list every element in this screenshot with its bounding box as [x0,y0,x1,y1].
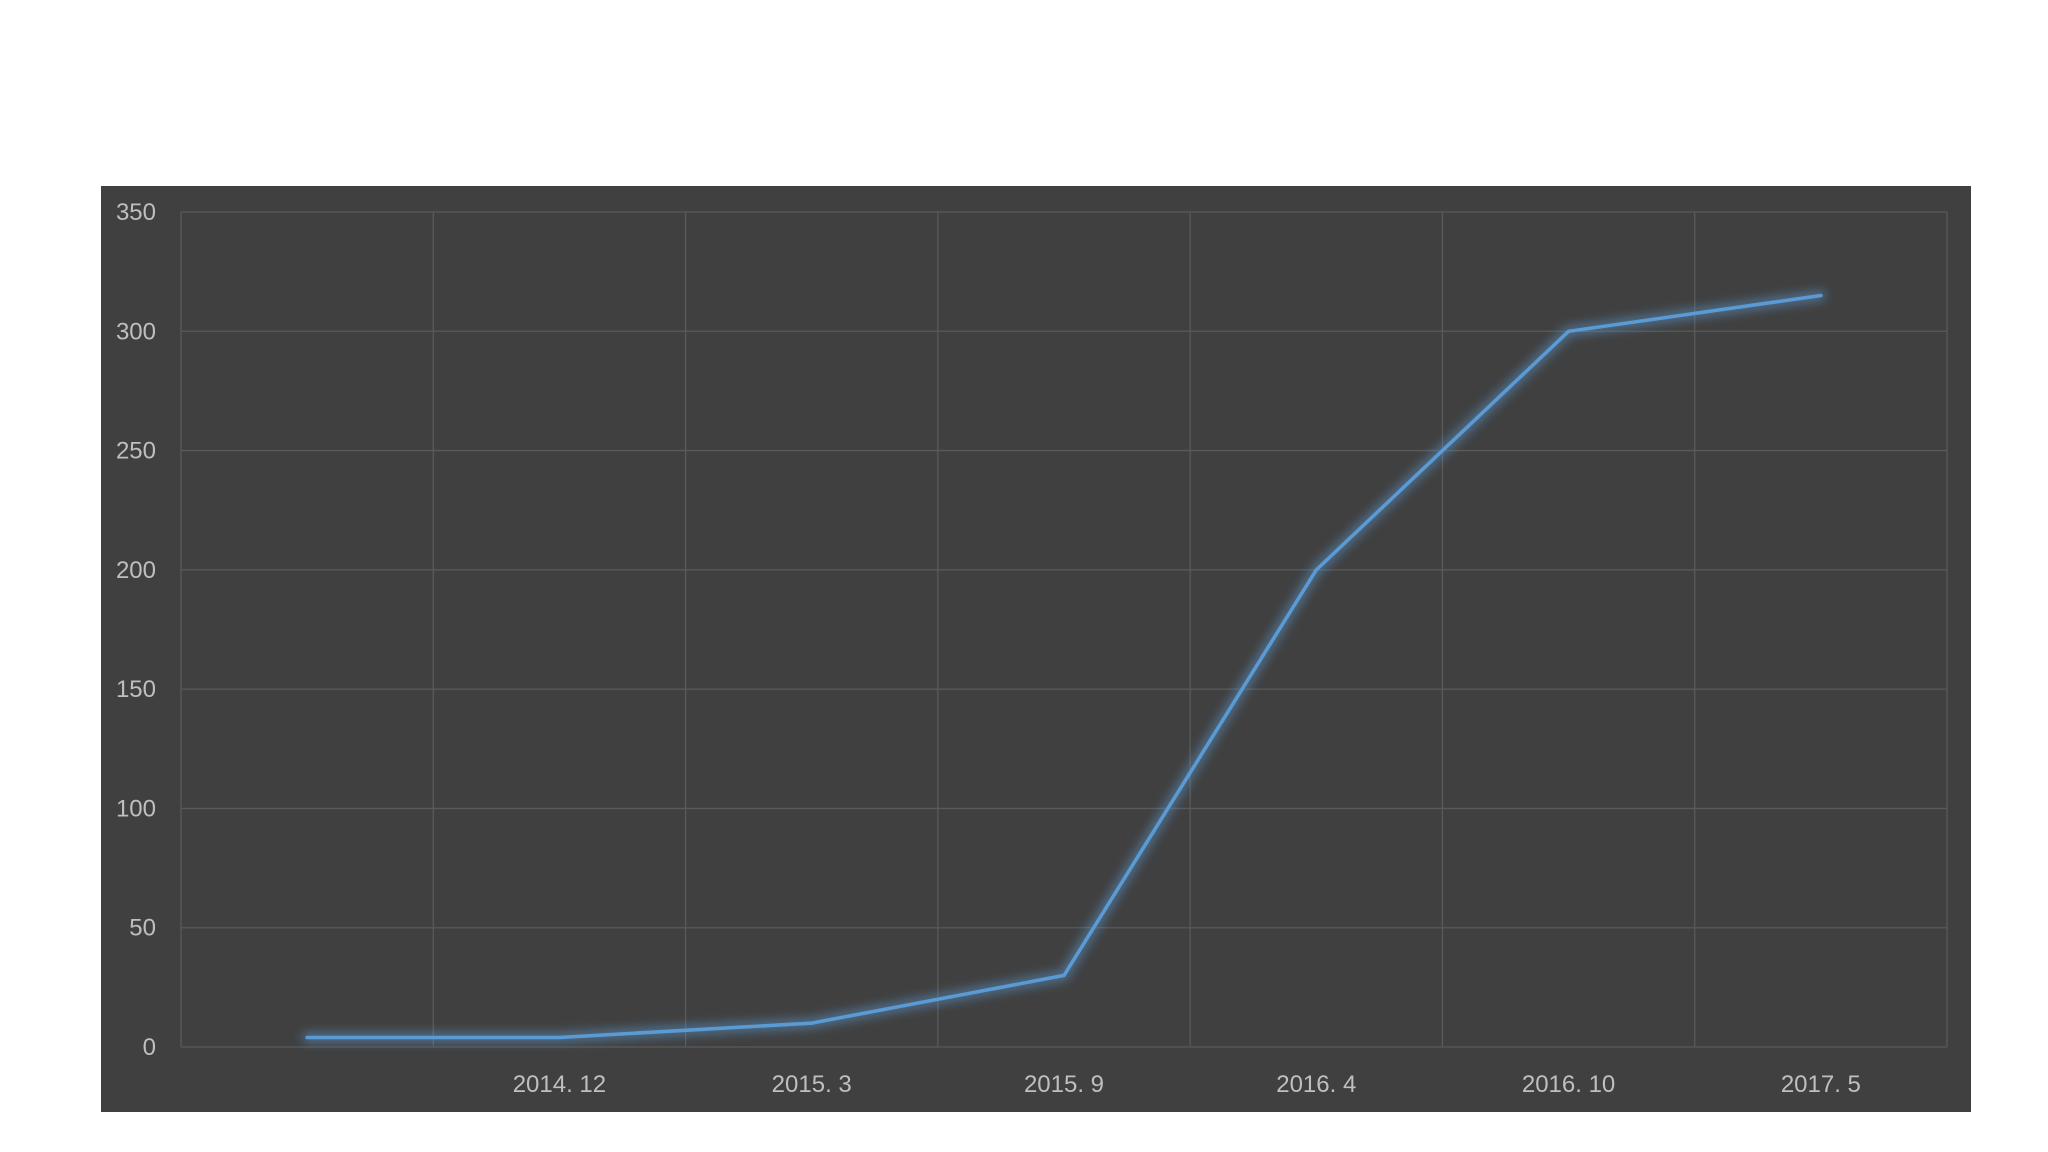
data-point [557,1035,561,1039]
y-tick-label: 350 [116,199,156,226]
data-point [1819,294,1823,298]
y-tick-label: 100 [116,795,156,822]
data-point [1567,329,1571,333]
x-tick-label: 2014. 12 [513,1071,606,1098]
x-axis-tick-labels: 2014. 12 2015. 3 2015. 9 2016. 4 2016. 10 201… [513,1071,1861,1098]
x-tick-label: 2017. 5 [1781,1071,1861,1098]
x-tick-label: 2016. 4 [1276,1071,1356,1098]
y-tick-label: 150 [116,676,156,703]
data-point [810,1021,814,1025]
y-tick-label: 200 [116,557,156,584]
y-tick-label: 250 [116,438,156,465]
chart-panel [101,186,1971,1112]
data-point [1314,568,1318,572]
y-tick-label: 0 [143,1034,156,1061]
x-tick-label: 2015. 3 [772,1071,852,1098]
data-point [1062,973,1066,977]
y-tick-label: 300 [116,318,156,345]
grid [180,211,1948,1048]
series-line [305,293,1823,1040]
series-line-glow [302,290,1826,1043]
x-tick-label: 2015. 9 [1024,1071,1104,1098]
series-layer [302,290,1826,1043]
y-axis-tick-labels: 0 50 100 150 200 250 300 350 [116,199,156,1061]
y-tick-label: 50 [129,915,156,942]
data-point [305,1035,309,1039]
x-tick-label: 2016. 10 [1522,1071,1615,1098]
